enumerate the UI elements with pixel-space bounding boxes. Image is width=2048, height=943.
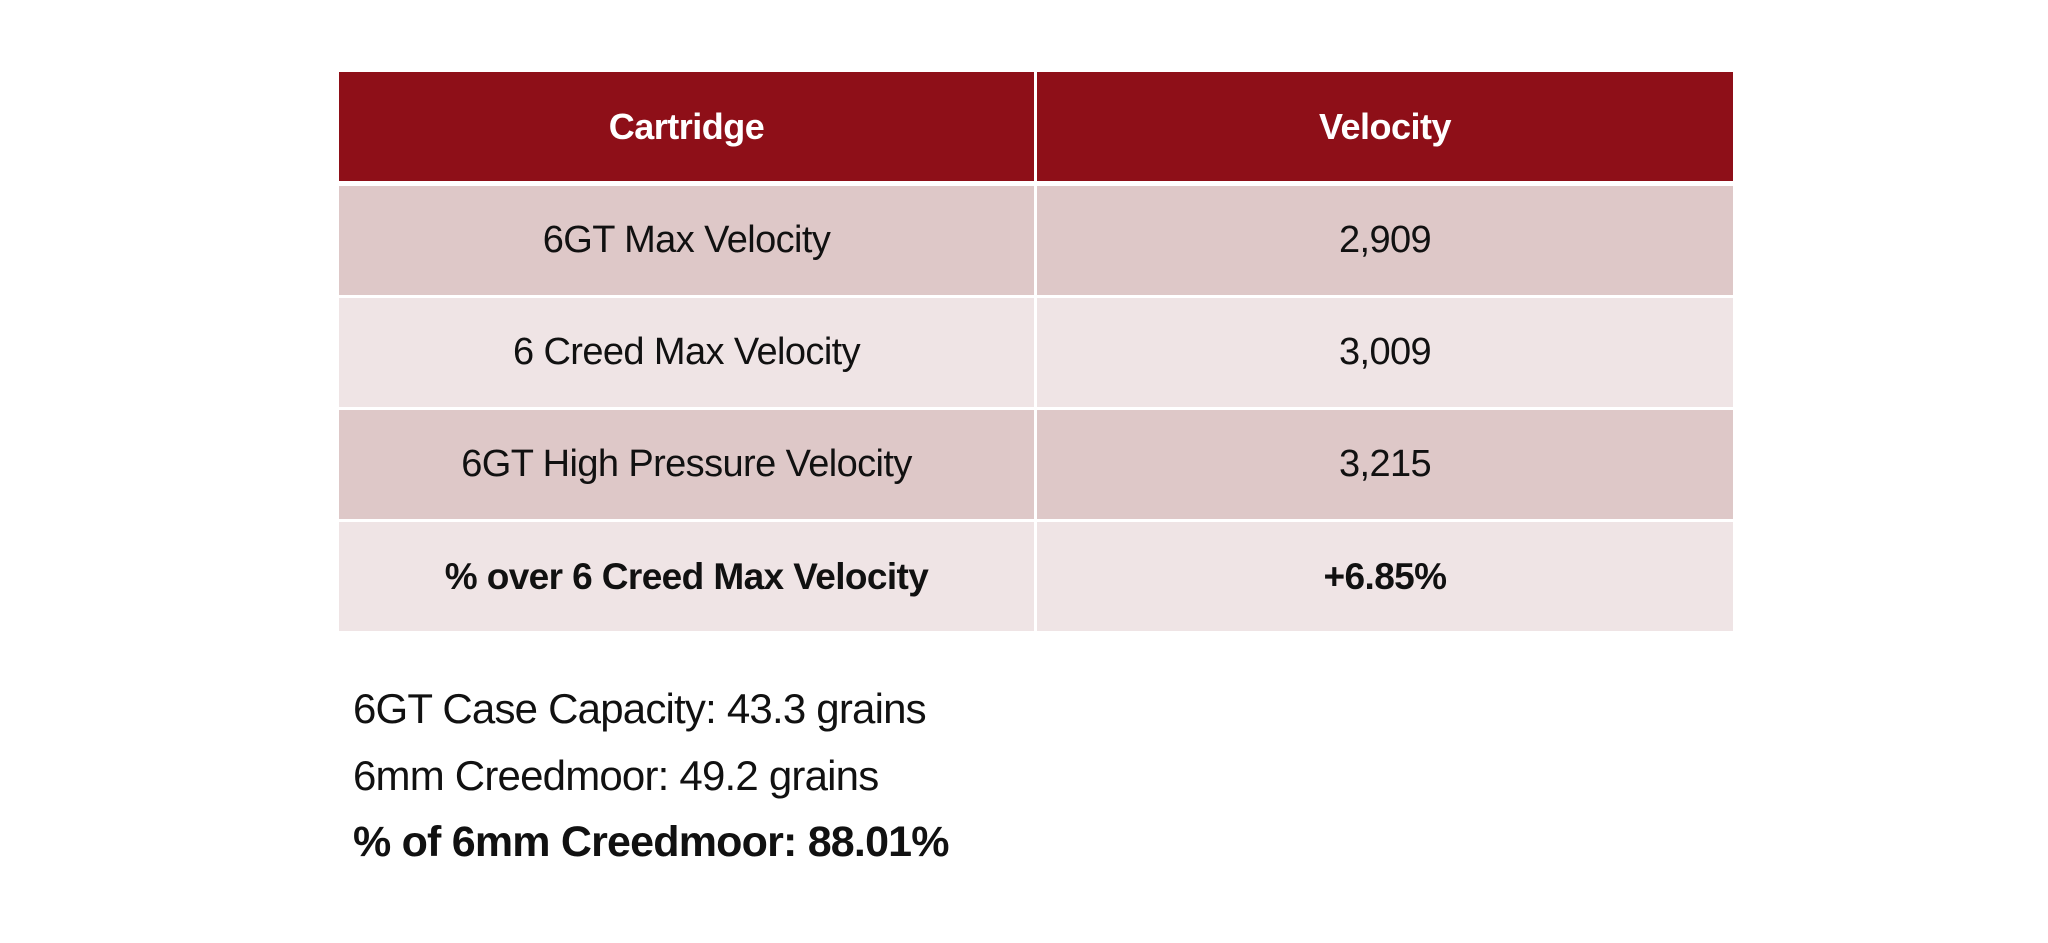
creedmoor-capacity-line: 6mm Creedmoor: 49.2 grains [353,752,879,799]
table-row: 6GT High Pressure Velocity 3,215 [339,407,1733,519]
velocity-cell: 2,909 [1037,181,1733,295]
case-capacity-notes: 6GT Case Capacity: 43.3 grains 6mm Creed… [353,675,1253,876]
header-velocity: Velocity [1037,72,1733,181]
case-capacity-line: 6GT Case Capacity: 43.3 grains [353,685,927,732]
capacity-percent-line: % of 6mm Creedmoor: 88.01% [353,818,950,866]
velocity-table: Cartridge Velocity 6GT Max Velocity 2,90… [339,72,1733,631]
table-header-row: Cartridge Velocity [339,72,1733,181]
cartridge-cell: 6 Creed Max Velocity [339,295,1037,407]
summary-value-cell: +6.85% [1037,519,1733,631]
table-row-summary: % over 6 Creed Max Velocity +6.85% [339,519,1733,631]
velocity-cell: 3,009 [1037,295,1733,407]
summary-label-cell: % over 6 Creed Max Velocity [339,519,1037,631]
table-row: 6 Creed Max Velocity 3,009 [339,295,1733,407]
velocity-cell: 3,215 [1037,407,1733,519]
cartridge-cell: 6GT Max Velocity [339,181,1037,295]
table-row: 6GT Max Velocity 2,909 [339,181,1733,295]
header-cartridge: Cartridge [339,72,1037,181]
cartridge-cell: 6GT High Pressure Velocity [339,407,1037,519]
